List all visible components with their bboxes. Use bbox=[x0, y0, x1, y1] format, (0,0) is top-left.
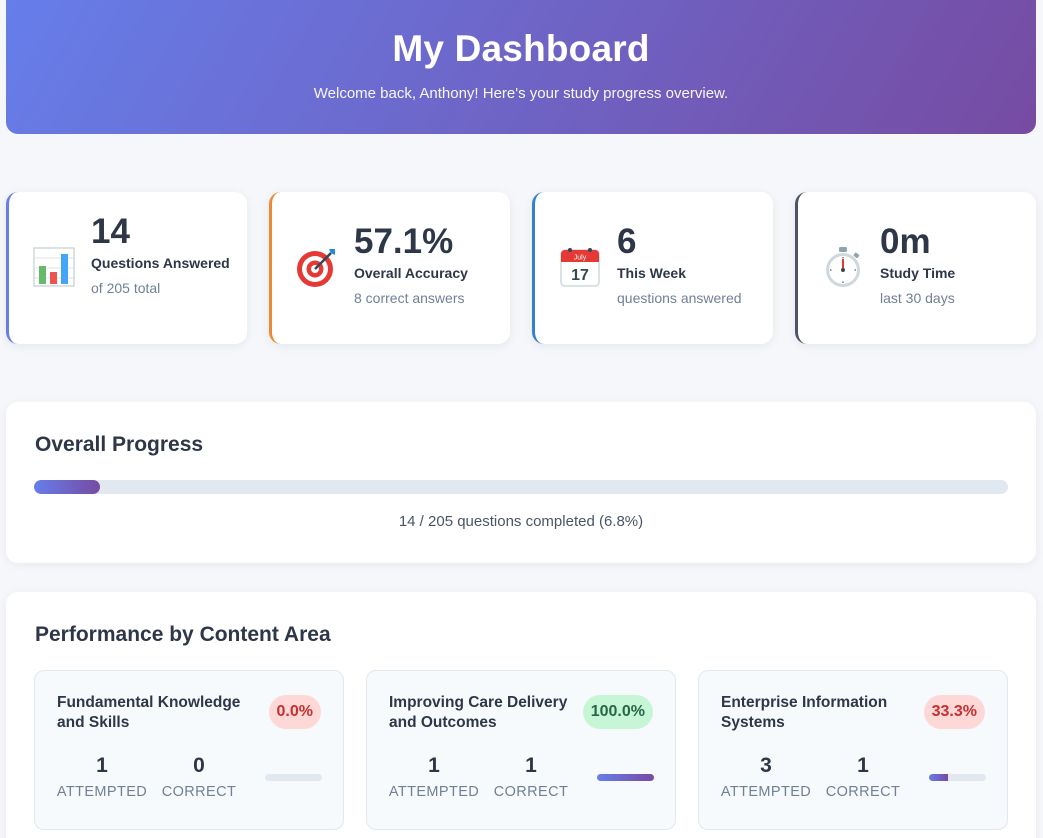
stat-label: Questions Answered bbox=[91, 255, 230, 271]
accuracy-badge: 33.3% bbox=[923, 695, 985, 729]
correct-count: 1 bbox=[857, 754, 869, 777]
attempted-metric: 1 ATTEMPTED bbox=[52, 753, 152, 800]
stat-label: This Week bbox=[617, 265, 686, 281]
stat-card-questions-answered: 14 Questions Answered of 205 total bbox=[6, 192, 247, 344]
target-icon bbox=[297, 249, 335, 287]
content-area-card[interactable]: Improving Care Delivery and Outcomes 100… bbox=[366, 670, 676, 830]
content-area-card[interactable]: Enterprise Information Systems 33.3% 3 A… bbox=[698, 670, 1008, 830]
correct-metric: 1 CORRECT bbox=[813, 753, 913, 800]
attempted-label: ATTEMPTED bbox=[388, 784, 480, 800]
stat-value: 0m bbox=[880, 222, 931, 261]
correct-label: CORRECT bbox=[825, 784, 901, 800]
content-area-name: Fundamental Knowledge and Skills bbox=[57, 694, 241, 731]
calendar-day: 17 bbox=[571, 267, 589, 284]
calendar-icon: July 17 bbox=[560, 248, 600, 287]
attempted-count: 1 bbox=[428, 754, 440, 777]
stat-subtext: of 205 total bbox=[91, 280, 161, 296]
overall-progress-panel: Overall Progress 14 / 205 questions comp… bbox=[6, 402, 1036, 563]
content-area-name: Enterprise Information Systems bbox=[721, 694, 888, 731]
accuracy-bar bbox=[929, 774, 986, 781]
attempted-count: 1 bbox=[96, 754, 108, 777]
calendar-month: July bbox=[574, 255, 587, 262]
attempted-label: ATTEMPTED bbox=[56, 784, 148, 800]
correct-count: 0 bbox=[193, 754, 205, 777]
welcome-message: Welcome back, Anthony! Here's your study… bbox=[313, 85, 729, 102]
content-area-card[interactable]: Fundamental Knowledge and Skills 0.0% 1 … bbox=[34, 670, 344, 830]
accuracy-bar bbox=[265, 774, 322, 781]
stat-card-study-time: 0m Study Time last 30 days bbox=[795, 192, 1036, 344]
bar-chart-icon bbox=[33, 247, 75, 287]
stat-card-this-week: July 17 6 This Week questions answered bbox=[532, 192, 773, 344]
correct-metric: 1 CORRECT bbox=[481, 753, 581, 800]
overall-progress-bar bbox=[34, 480, 1008, 494]
stat-label: Overall Accuracy bbox=[354, 265, 468, 281]
overall-progress-text: 14 / 205 questions completed (6.8%) bbox=[398, 513, 644, 530]
stat-subtext: 8 correct answers bbox=[354, 290, 465, 306]
stat-card-overall-accuracy: 57.1% Overall Accuracy 8 correct answers bbox=[269, 192, 510, 344]
correct-label: CORRECT bbox=[493, 784, 569, 800]
stat-value: 14 bbox=[91, 212, 130, 251]
stat-label: Study Time bbox=[880, 265, 956, 281]
accuracy-bar-fill bbox=[597, 774, 654, 781]
accuracy-badge: 0.0% bbox=[268, 695, 321, 729]
accuracy-bar-fill bbox=[929, 774, 948, 781]
correct-count: 1 bbox=[525, 754, 537, 777]
attempted-metric: 1 ATTEMPTED bbox=[384, 753, 484, 800]
accuracy-badge: 100.0% bbox=[582, 695, 653, 729]
page-title: My Dashboard bbox=[392, 28, 650, 69]
stat-subtext: questions answered bbox=[617, 290, 742, 306]
stat-subtext: last 30 days bbox=[880, 290, 955, 306]
overall-progress-title: Overall Progress bbox=[35, 433, 204, 456]
performance-title: Performance by Content Area bbox=[35, 623, 331, 646]
overall-progress-fill bbox=[34, 480, 101, 494]
accuracy-bar bbox=[597, 774, 654, 781]
dashboard-header: My Dashboard Welcome back, Anthony! Here… bbox=[6, 0, 1036, 134]
attempted-metric: 3 ATTEMPTED bbox=[716, 753, 816, 800]
correct-metric: 0 CORRECT bbox=[149, 753, 249, 800]
content-area-name: Improving Care Delivery and Outcomes bbox=[389, 694, 568, 731]
performance-panel: Performance by Content Area Fundamental … bbox=[6, 592, 1036, 838]
attempted-count: 3 bbox=[760, 754, 772, 777]
stopwatch-icon bbox=[826, 247, 860, 287]
correct-label: CORRECT bbox=[161, 784, 237, 800]
attempted-label: ATTEMPTED bbox=[720, 784, 812, 800]
stat-value: 6 bbox=[617, 222, 637, 261]
stat-value: 57.1% bbox=[354, 222, 454, 261]
